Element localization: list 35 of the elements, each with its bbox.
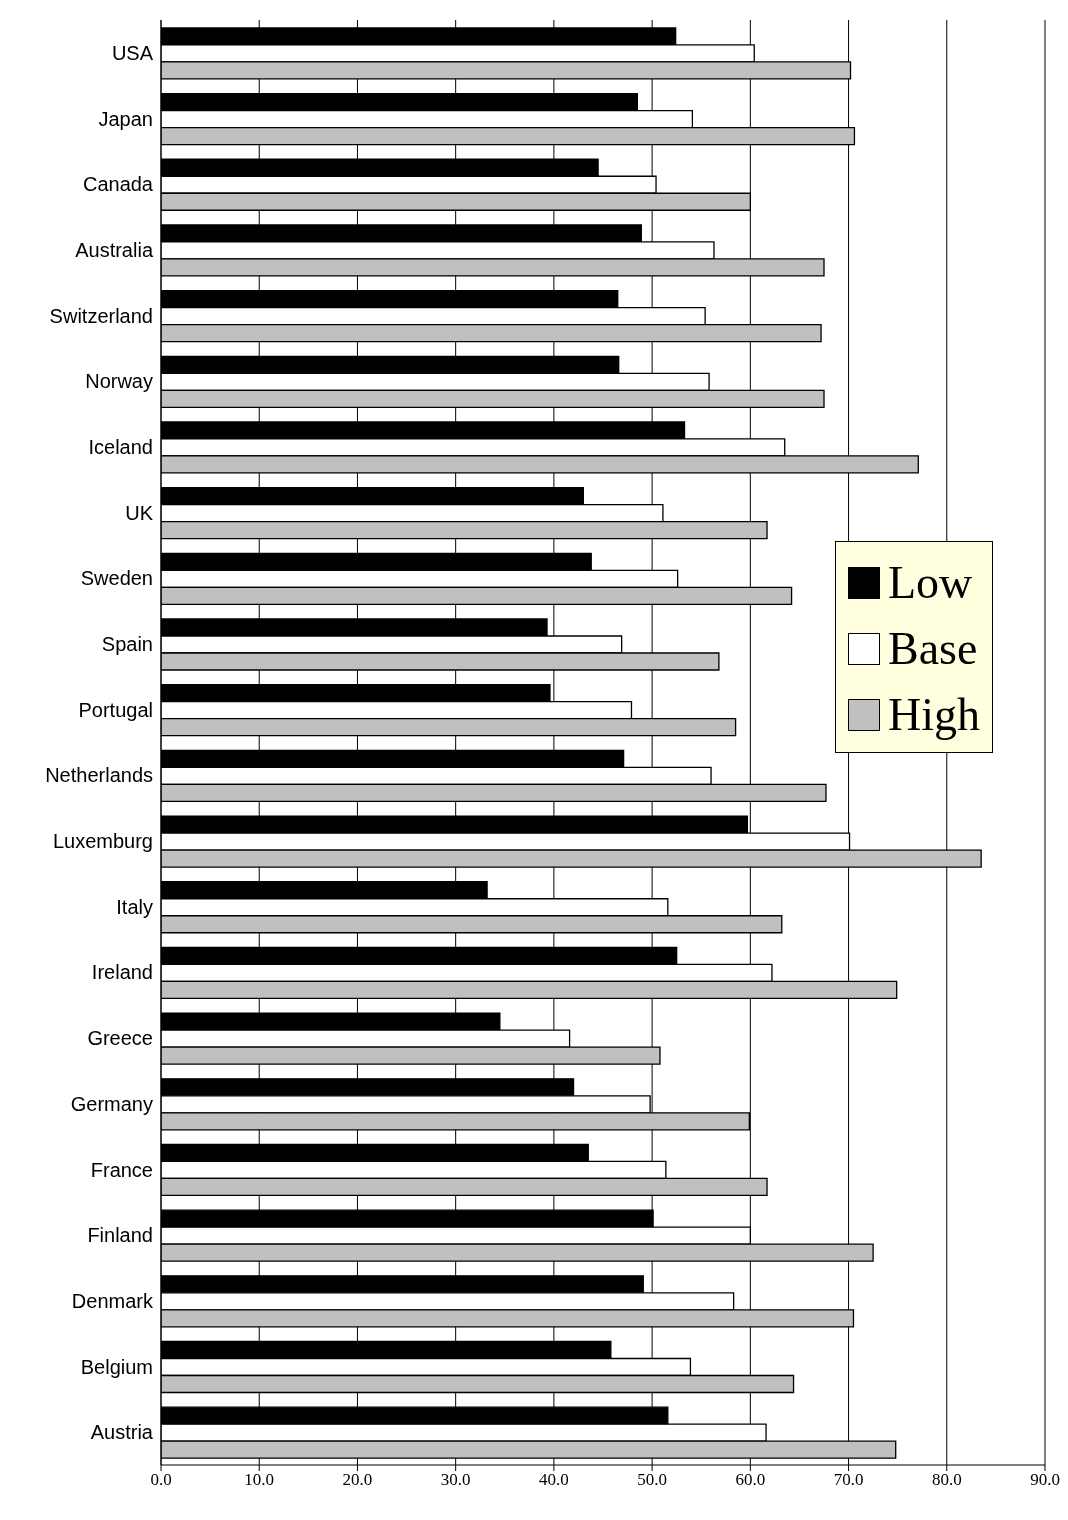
x-tick-label: 40.0 — [539, 1470, 569, 1490]
x-tick-label: 30.0 — [440, 1470, 471, 1490]
x-tick-label: 70.0 — [833, 1470, 864, 1490]
legend-label: Base — [888, 622, 978, 676]
y-tick-label: Iceland — [88, 436, 153, 459]
y-tick-label: UK — [125, 501, 154, 524]
y-tick-label: Belgium — [80, 1355, 153, 1378]
y-tick-label: USA — [111, 41, 154, 64]
y-tick-label: Sweden — [80, 567, 153, 590]
x-tick-label: 90.0 — [1030, 1470, 1060, 1490]
x-tick-label: 10.0 — [244, 1470, 275, 1490]
y-tick-label: Denmark — [71, 1289, 154, 1312]
y-tick-label: Italy — [116, 895, 153, 918]
y-tick-label: Luxemburg — [52, 830, 153, 853]
y-tick-label: Austria — [90, 1421, 154, 1444]
x-tick-label: 80.0 — [931, 1470, 962, 1490]
y-tick-label: Switzerland — [49, 304, 153, 327]
x-tick-label: 0.0 — [150, 1470, 172, 1490]
legend-label: High — [888, 688, 980, 742]
y-tick-label: Finland — [87, 1224, 153, 1247]
y-tick-label: Netherlands — [45, 764, 153, 787]
x-tick-label: 60.0 — [735, 1470, 766, 1490]
y-tick-label: Spain — [101, 633, 153, 656]
y-tick-label: Canada — [82, 173, 154, 196]
y-tick-label: Germany — [70, 1092, 153, 1115]
y-tick-label: France — [90, 1158, 153, 1181]
y-tick-label: Greece — [87, 1027, 153, 1050]
legend-label: Low — [888, 556, 973, 610]
y-tick-label: Japan — [98, 107, 153, 130]
y-tick-label: Portugal — [78, 698, 153, 721]
y-tick-label: Australia — [75, 238, 154, 261]
x-tick-label: 50.0 — [637, 1470, 667, 1490]
y-tick-label: Norway — [85, 370, 153, 393]
x-tick-label: 20.0 — [342, 1470, 373, 1490]
y-tick-label: Ireland — [91, 961, 153, 984]
